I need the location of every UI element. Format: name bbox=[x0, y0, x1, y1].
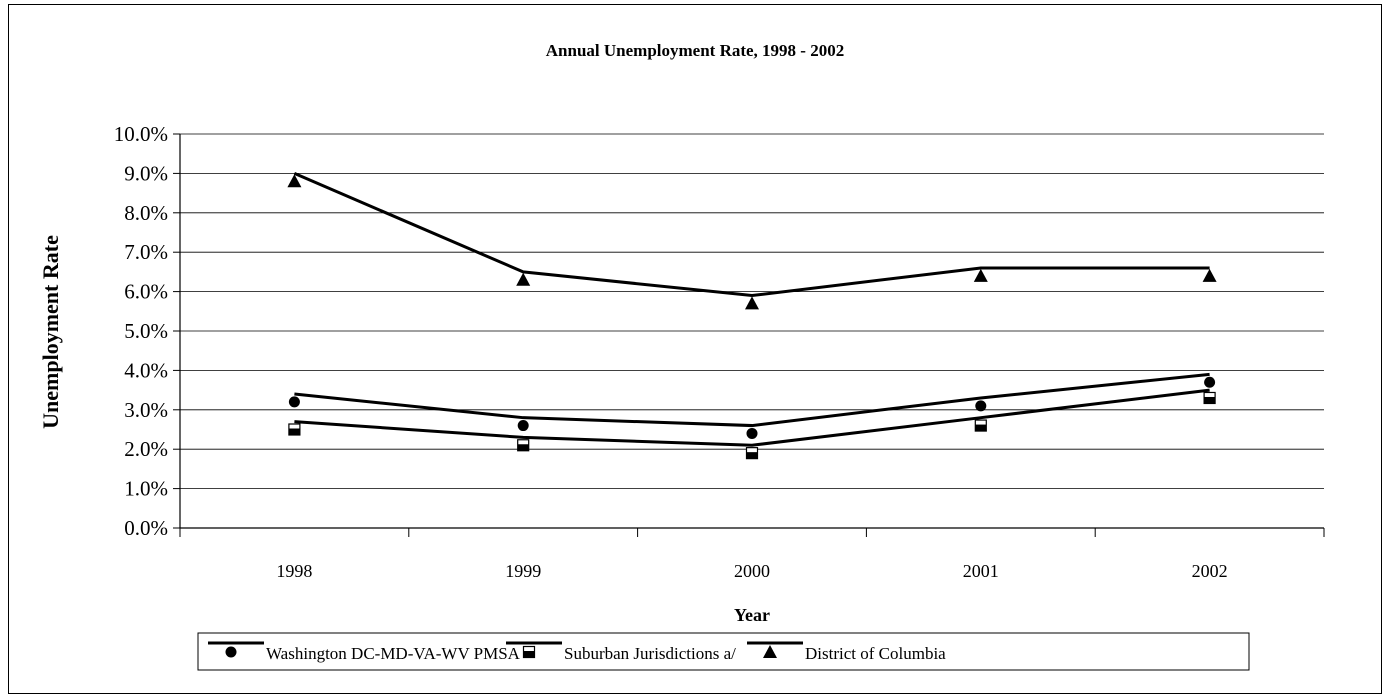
legend-marker-fill bbox=[523, 651, 535, 658]
y-tick-label: 10.0% bbox=[114, 122, 168, 146]
series-lines bbox=[287, 172, 1217, 460]
x-tick-label: 1998 bbox=[276, 561, 312, 581]
chart-title: Annual Unemployment Rate, 1998 - 2002 bbox=[546, 41, 844, 60]
y-tick-label: 0.0% bbox=[124, 516, 168, 540]
data-point bbox=[975, 400, 987, 412]
data-point bbox=[517, 420, 529, 432]
data-point bbox=[1202, 268, 1217, 282]
data-point-fill bbox=[746, 452, 758, 459]
x-tick-label: 2000 bbox=[734, 561, 770, 581]
y-tick-label: 7.0% bbox=[124, 240, 168, 264]
legend-entry: District of Columbia bbox=[805, 644, 946, 663]
x-tick-labels: 1998 1999 2000 2001 2002 bbox=[276, 561, 1227, 581]
y-tick-label: 1.0% bbox=[124, 477, 168, 501]
data-point-fill bbox=[975, 424, 987, 432]
y-tick-label: 4.0% bbox=[124, 358, 168, 382]
x-tick-label: 2002 bbox=[1192, 561, 1228, 581]
y-tick-label: 5.0% bbox=[124, 319, 168, 343]
legend-marker bbox=[763, 645, 777, 658]
y-tick-labels: 0.0% 1.0% 2.0% 3.0% 4.0% 5.0% 6.0% 7.0% 8.0% 9.0%… bbox=[114, 122, 168, 540]
series-line bbox=[294, 388, 1210, 447]
gridlines bbox=[180, 133, 1324, 490]
x-tick-label: 2001 bbox=[963, 561, 999, 581]
y-tick-label: 9.0% bbox=[124, 161, 168, 185]
data-point-fill bbox=[288, 428, 300, 435]
data-point bbox=[973, 268, 988, 282]
y-tick-label: 8.0% bbox=[124, 201, 168, 225]
data-point bbox=[745, 296, 759, 310]
axes bbox=[173, 133, 1325, 537]
line-chart: Annual Unemployment Rate, 1998 - 2002 Un… bbox=[38, 41, 1325, 671]
data-point bbox=[746, 427, 758, 439]
legend-entry: Washington DC-MD-VA-WV PMSA bbox=[266, 644, 521, 663]
y-tick-label: 2.0% bbox=[124, 437, 168, 461]
series-line bbox=[294, 372, 1210, 428]
data-point bbox=[1204, 376, 1216, 388]
series-line bbox=[293, 172, 1210, 298]
data-point bbox=[516, 272, 531, 286]
legend: Washington DC-MD-VA-WV PMSA Suburban Juri… bbox=[197, 632, 1250, 671]
data-point bbox=[287, 174, 302, 188]
legend-box bbox=[197, 632, 1250, 671]
x-axis-label: Year bbox=[734, 605, 770, 625]
legend-marker bbox=[225, 646, 237, 658]
x-tick-label: 1999 bbox=[505, 561, 541, 581]
y-axis-label: Unemployment Rate bbox=[38, 235, 63, 429]
data-point-fill bbox=[517, 444, 529, 451]
series-2 bbox=[287, 172, 1217, 310]
data-point-fill bbox=[1204, 396, 1216, 404]
series-1 bbox=[288, 388, 1216, 460]
data-point bbox=[288, 396, 300, 408]
series-0 bbox=[288, 372, 1216, 439]
legend-entry: Suburban Jurisdictions a/ bbox=[564, 644, 736, 663]
y-tick-label: 6.0% bbox=[124, 280, 168, 304]
y-tick-label: 3.0% bbox=[124, 398, 168, 422]
